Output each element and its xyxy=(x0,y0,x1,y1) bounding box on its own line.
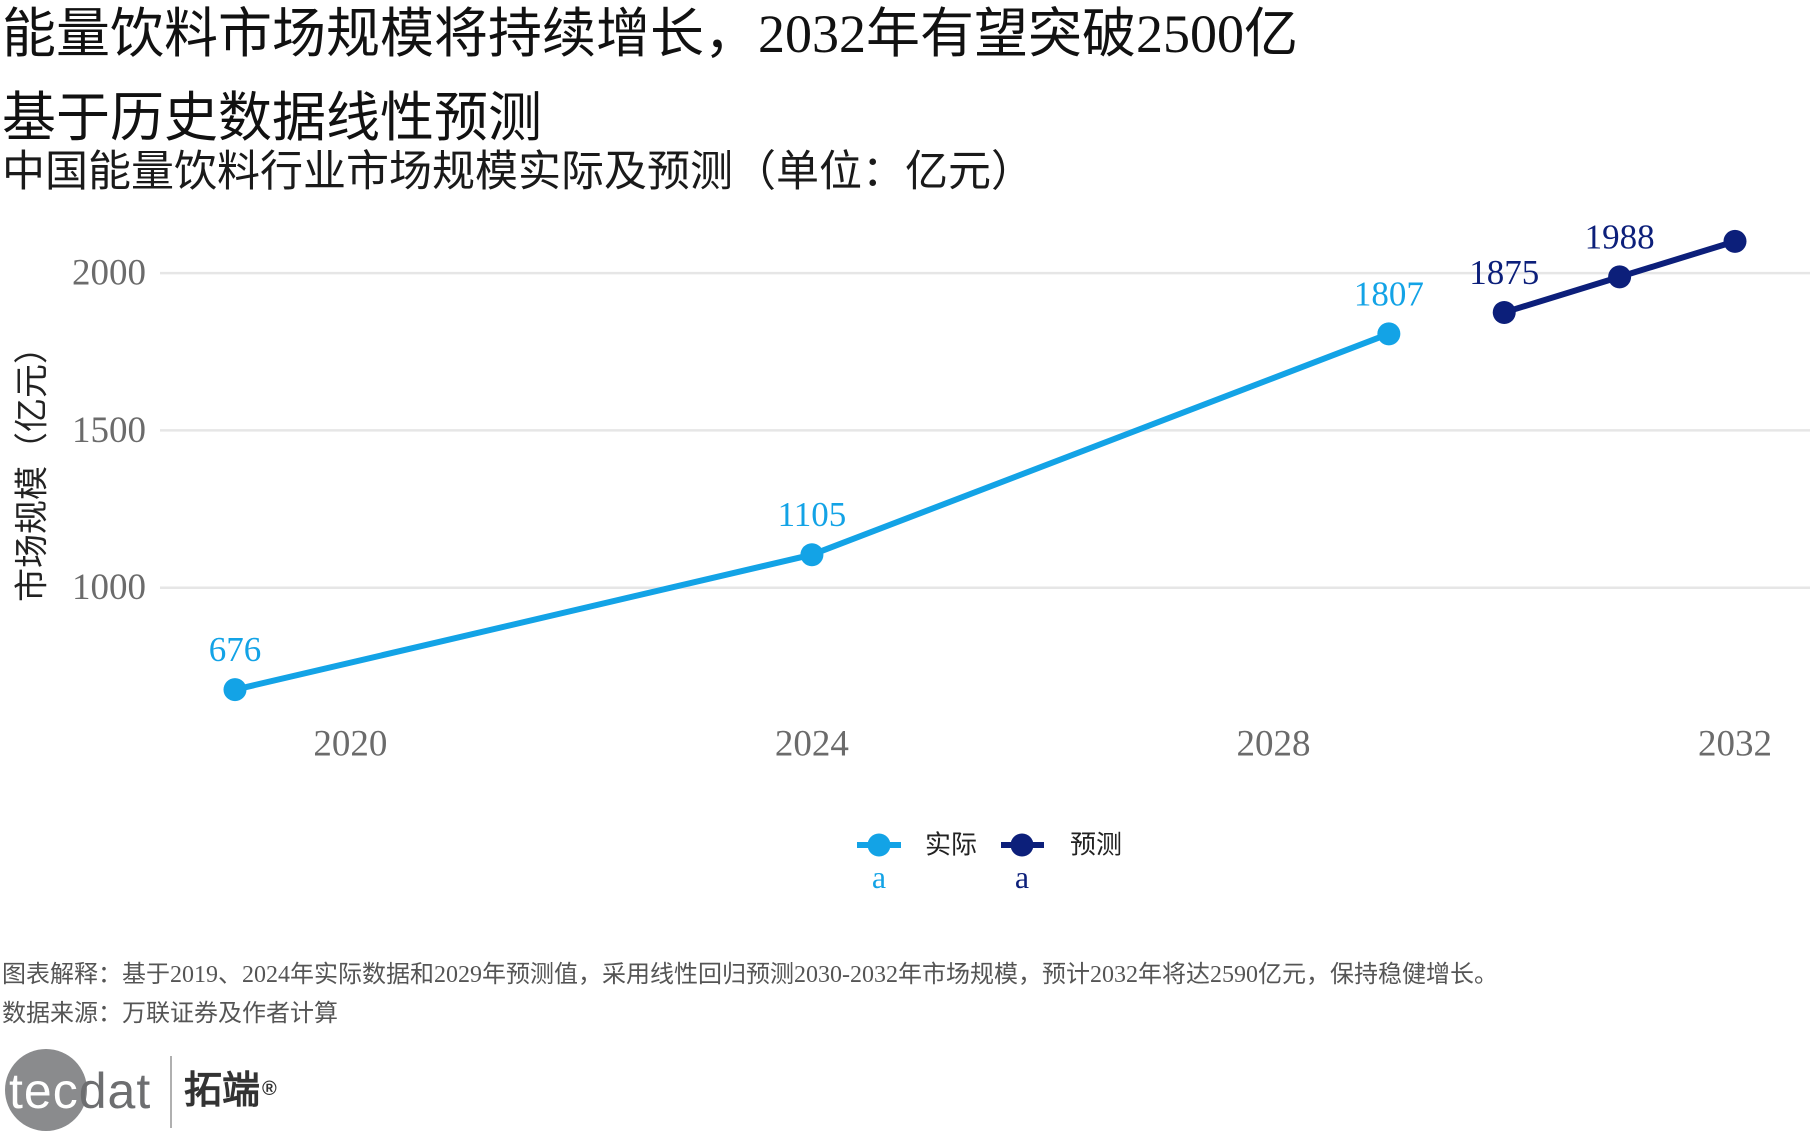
data-point-forecast xyxy=(1492,300,1516,324)
data-label-actual: 1807 xyxy=(1354,274,1424,313)
logo-brand-cn: 拓端 ® xyxy=(184,1071,277,1111)
x-tick-label: 2024 xyxy=(775,724,849,765)
data-point-actual xyxy=(800,543,824,567)
y-tick-label: 1000 xyxy=(72,567,146,608)
x-tick-label: 2020 xyxy=(313,724,387,765)
x-tick-label: 2028 xyxy=(1236,724,1310,765)
logo-brand-cn-text: 拓端 xyxy=(184,1070,261,1112)
line-chart: 市场规模（亿元） 1000 1500 2000 2020 2024 2028 2032 67… xyxy=(14,217,1810,895)
data-point-actual xyxy=(223,678,247,702)
legend-key-text: a xyxy=(872,859,886,895)
data-point-actual xyxy=(1377,322,1401,346)
data-point-forecast xyxy=(1723,229,1747,253)
x-tick-label: 2032 xyxy=(1698,724,1772,765)
legend-key-point xyxy=(867,833,891,857)
legend-label-forecast: 预测 xyxy=(1070,831,1122,860)
chart-title-line-2: 基于历史数据线性预测 xyxy=(2,88,542,148)
data-point-forecast xyxy=(1608,265,1632,289)
chart-title-line-1: 能量饮料市场规模将持续增长，2032年有望突破2500亿 xyxy=(2,4,1298,64)
data-label-actual: 1105 xyxy=(778,495,847,534)
logo-divider xyxy=(170,1056,172,1128)
chart-subtitle: 中国能量饮料行业市场规模实际及预测（单位：亿元） xyxy=(2,149,1034,196)
legend: a 实际 a 预测 xyxy=(857,831,1122,895)
data-label-actual: 676 xyxy=(209,630,262,669)
series: 676 1105 1807 1875 1988 xyxy=(209,217,1747,702)
y-axis-title: 市场规模（亿元） xyxy=(14,330,52,602)
logo-wordmark-dat: dat xyxy=(78,1063,152,1119)
data-label-forecast: 1875 xyxy=(1469,253,1539,292)
chart-explanation-note: 图表解释：基于2019、2024年实际数据和2029年预测值，采用线性回归预测2… xyxy=(2,962,1498,988)
legend-label-actual: 实际 xyxy=(925,831,977,860)
data-label-forecast: 1988 xyxy=(1585,217,1655,256)
logo-wordmark: tecdat xyxy=(9,1066,151,1116)
legend-key-text: a xyxy=(1015,859,1029,895)
legend-item-actual: a 实际 xyxy=(857,831,977,895)
registered-mark: ® xyxy=(262,1078,277,1100)
logo-circle xyxy=(5,1049,87,1131)
legend-item-forecast: a 预测 xyxy=(1001,831,1122,895)
axes: 市场规模（亿元） 1000 1500 2000 2020 2024 2028 2032 xyxy=(14,253,1773,765)
logo-wordmark-tec: tec xyxy=(9,1063,79,1119)
data-source-note: 数据来源：万联证券及作者计算 xyxy=(2,1001,338,1027)
y-tick-label: 1500 xyxy=(72,410,146,451)
gridlines xyxy=(160,271,1810,589)
legend-key-point xyxy=(1010,833,1034,857)
y-tick-label: 2000 xyxy=(72,253,146,294)
